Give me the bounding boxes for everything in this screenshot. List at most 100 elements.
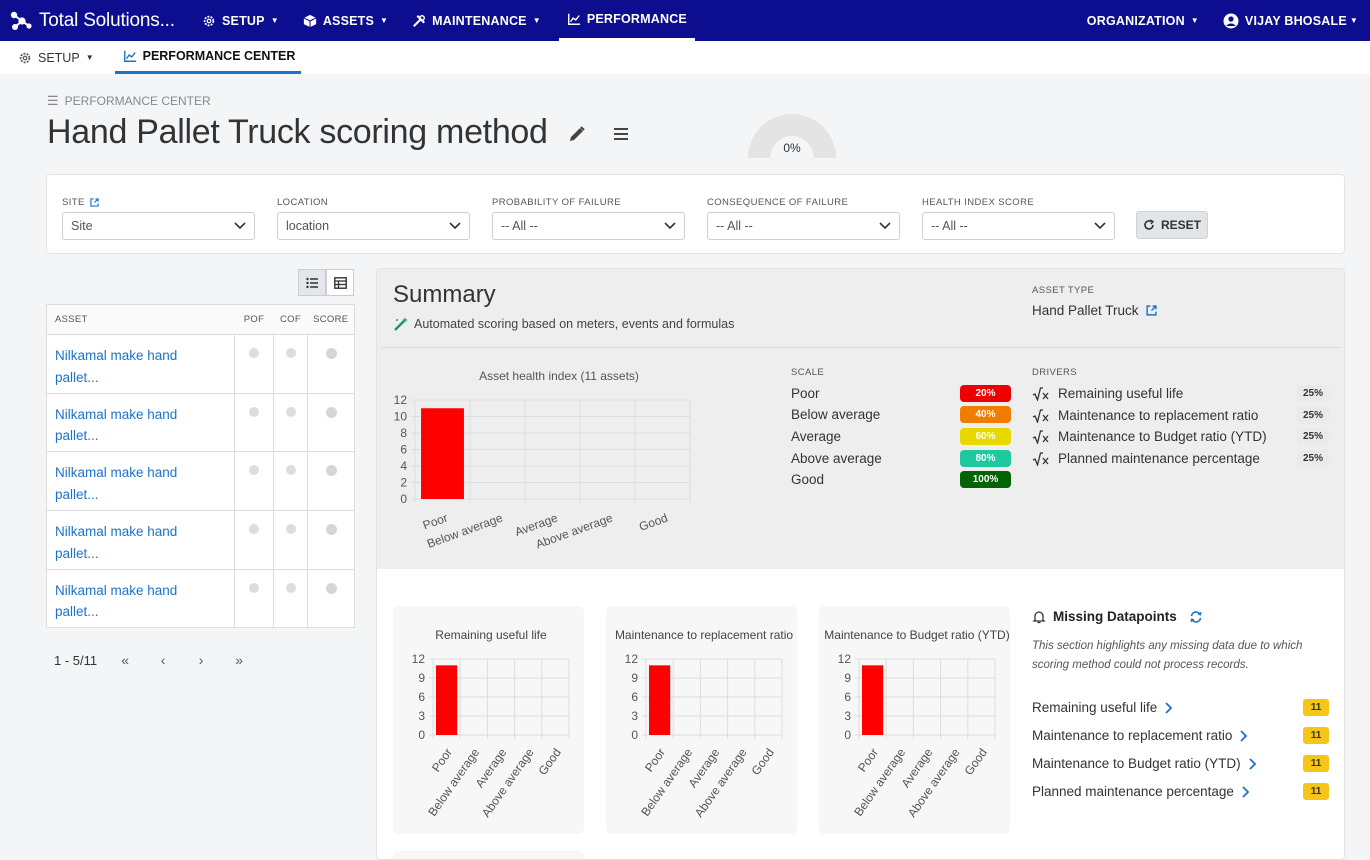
y-tick-label: 9 — [844, 671, 851, 685]
user-menu[interactable]: VIJAY BHOSALE ▼ — [1211, 0, 1370, 41]
health-select[interactable]: -- All -- — [922, 212, 1115, 240]
x-tick-label: Good — [749, 746, 777, 778]
user-avatar-icon — [1223, 13, 1239, 28]
pencil-edit-icon[interactable] — [567, 124, 587, 144]
col-pof[interactable]: POF — [234, 304, 274, 335]
nav-setup[interactable]: SETUP ▼ — [190, 0, 291, 41]
organization-menu[interactable]: ORGANIZATION ▼ — [1075, 0, 1211, 41]
menu-lines-icon[interactable] — [611, 124, 631, 144]
driver-name: Maintenance to replacement ratio — [1058, 408, 1259, 423]
menu-lines-icon: ☰ — [47, 93, 59, 108]
missing-item-name: Maintenance to replacement ratio — [1032, 728, 1233, 743]
nav-right: ORGANIZATION ▼ VIJAY BHOSALE ▼ — [1075, 0, 1370, 41]
score-cell — [307, 510, 355, 570]
caret-down-icon: ▼ — [380, 16, 389, 25]
cof-cell — [273, 510, 308, 570]
nav-maintenance[interactable]: MAINTENANCE ▼ — [400, 0, 553, 41]
user-name: VIJAY BHOSALE — [1244, 13, 1347, 28]
driver-chart-card: Remaining useful life 0 3 6 9 12 Poor Below av… — [393, 606, 584, 834]
asset-cell: Nilkamal make hand pallet... — [46, 510, 235, 570]
asset-link[interactable]: Nilkamal make hand pallet... — [55, 407, 177, 444]
missing-item[interactable]: Remaining useful life 11 — [1032, 699, 1329, 716]
prev-page-button[interactable]: ‹ — [160, 652, 166, 668]
asset-cell: Nilkamal make hand pallet... — [46, 393, 235, 453]
bar — [421, 408, 464, 499]
cof-filter-label: CONSEQUENCE OF FAILURE — [707, 196, 849, 208]
first-page-button[interactable]: « — [121, 652, 130, 668]
driver-weight: 25% — [1296, 428, 1329, 445]
driver-weight: 25% — [1296, 385, 1329, 402]
caret-down-icon: ▼ — [270, 16, 279, 25]
y-tick-label: 2 — [400, 476, 407, 490]
health-select-value: -- All -- — [931, 219, 968, 233]
col-cof[interactable]: COF — [273, 304, 308, 335]
asset-link[interactable]: Nilkamal make hand pallet... — [55, 583, 177, 620]
asset-name-line1: Nilkamal make hand — [55, 348, 178, 363]
nav-performance[interactable]: PERFORMANCE — [558, 0, 695, 41]
location-select[interactable]: location — [277, 212, 470, 240]
reset-button[interactable]: RESET — [1136, 211, 1208, 239]
driver-chart-card: Maintenance to replacement ratio 0 3 6 9 12 P… — [606, 606, 797, 834]
external-link-icon[interactable] — [90, 197, 99, 207]
driver-weight: 25% — [1296, 450, 1329, 467]
col-score[interactable]: SCORE — [307, 304, 355, 335]
cof-select[interactable]: -- All -- — [707, 212, 900, 240]
missing-item[interactable]: Maintenance to replacement ratio 11 — [1032, 727, 1329, 744]
site-select[interactable]: Site — [62, 212, 255, 240]
location-select-value: location — [286, 219, 330, 233]
score-cell — [307, 451, 355, 512]
table-view-button[interactable] — [326, 269, 354, 296]
bar — [861, 665, 884, 735]
external-link-icon[interactable] — [1145, 305, 1157, 316]
organization-label: ORGANIZATION — [1086, 13, 1185, 28]
pagination-range: 1 - 5/11 — [54, 652, 98, 668]
asset-link[interactable]: Nilkamal make hand pallet... — [55, 465, 177, 502]
asset-cell: Nilkamal make hand pallet... — [46, 451, 235, 512]
asset-type-value: Hand Pallet Truck — [1032, 303, 1139, 318]
y-tick-label: 8 — [400, 426, 407, 440]
col-asset[interactable]: ASSET — [46, 304, 235, 335]
refresh-icon[interactable] — [1189, 610, 1203, 624]
y-tick-label: 12 — [625, 652, 639, 666]
asset-link[interactable]: Nilkamal make hand pallet... — [55, 348, 177, 385]
y-tick-label: 6 — [400, 443, 407, 457]
pof-filter-label: PROBABILITY OF FAILURE — [492, 196, 621, 208]
y-tick-label: 0 — [418, 728, 425, 742]
summary-panel: Summary Automated scoring based on meter… — [376, 268, 1345, 860]
chevron-right-icon — [1248, 757, 1256, 770]
breadcrumb[interactable]: ☰ PERFORMANCE CENTER — [47, 93, 211, 109]
nav-assets-label: ASSETS — [322, 13, 375, 28]
last-page-button[interactable]: » — [235, 652, 244, 668]
status-dot — [325, 524, 337, 536]
scale-name: Good — [791, 472, 825, 487]
chevron-right-icon — [1240, 729, 1248, 742]
pof-select[interactable]: -- All -- — [492, 212, 685, 240]
brand[interactable]: Total Solutions... — [8, 9, 178, 33]
asset-link[interactable]: Nilkamal make hand pallet... — [55, 524, 177, 561]
driver-name: Planned maintenance percentage — [1058, 451, 1260, 466]
y-tick-label: 6 — [418, 690, 425, 704]
asset-name-line1: Nilkamal make hand — [55, 465, 178, 481]
bar — [435, 665, 458, 735]
y-tick-label: 12 — [838, 652, 852, 666]
subnav-setup[interactable]: SETUP ▼ — [10, 41, 102, 74]
table-row: Nilkamal make hand pallet... — [46, 569, 355, 629]
view-toggle — [298, 269, 354, 296]
asset-name-line2: pallet... — [55, 428, 99, 444]
summary-title: Summary — [393, 281, 496, 308]
cof-filter: CONSEQUENCE OF FAILURE -- All -- — [707, 196, 900, 240]
missing-item[interactable]: Maintenance to Budget ratio (YTD) 11 — [1032, 755, 1329, 772]
nav-assets[interactable]: ASSETS ▼ — [291, 0, 400, 41]
status-dot — [249, 465, 259, 476]
list-view-button[interactable] — [298, 269, 326, 296]
table-header-row: ASSET POF COF SCORE — [46, 304, 355, 335]
subnav-performance-center[interactable]: PERFORMANCE CENTER — [114, 41, 302, 74]
cof-cell — [273, 569, 308, 629]
nav-maintenance-label: MAINTENANCE — [432, 13, 527, 28]
status-dot — [249, 524, 259, 535]
driver-row: Planned maintenance percentage 25% — [1032, 450, 1329, 467]
scale-pill: 40% — [960, 406, 1011, 423]
cof-select-value: -- All -- — [716, 219, 753, 233]
missing-item[interactable]: Planned maintenance percentage 11 — [1032, 783, 1329, 800]
next-page-button[interactable]: › — [198, 652, 204, 668]
